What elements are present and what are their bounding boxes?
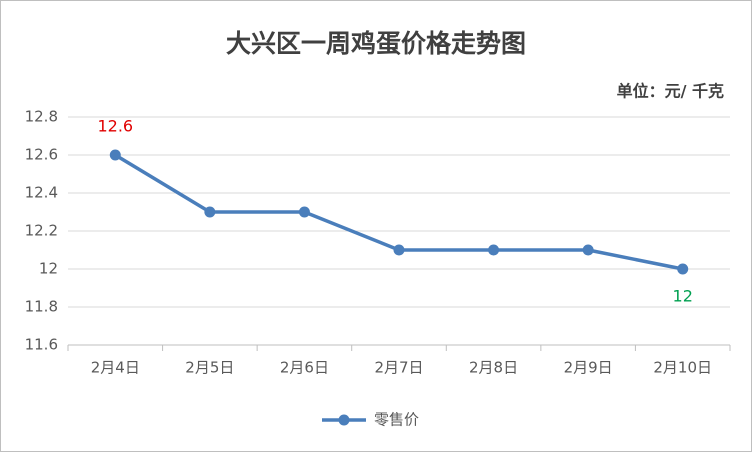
data-point — [298, 206, 310, 218]
data-label: 12 — [673, 287, 693, 306]
data-point — [582, 244, 594, 256]
y-tick-label: 12.6 — [25, 146, 58, 164]
y-tick-label: 11.8 — [25, 298, 58, 316]
data-label: 12.6 — [97, 117, 133, 136]
data-point — [488, 244, 500, 256]
x-tick-label: 2月4日 — [91, 359, 140, 377]
unit-label: 单位：元/ 千克 — [617, 82, 724, 101]
data-point — [109, 149, 121, 161]
data-point — [677, 263, 689, 275]
x-tick-label: 2月10日 — [653, 359, 712, 377]
y-tick-label: 12.4 — [25, 184, 58, 202]
x-tick-label: 2月6日 — [280, 359, 329, 377]
data-point — [204, 206, 216, 218]
y-tick-label: 12 — [39, 260, 58, 278]
legend-label: 零售价 — [374, 411, 419, 429]
y-tick-label: 12.8 — [25, 108, 58, 126]
x-tick-label: 2月8日 — [469, 359, 518, 377]
x-tick-label: 2月7日 — [374, 359, 423, 377]
x-tick-label: 2月5日 — [185, 359, 234, 377]
legend-marker — [338, 414, 350, 426]
data-point — [393, 244, 405, 256]
x-tick-label: 2月9日 — [564, 359, 613, 377]
y-tick-label: 12.2 — [25, 222, 58, 240]
y-tick-label: 11.6 — [25, 336, 58, 354]
chart-title: 大兴区一周鸡蛋价格走势图 — [226, 29, 526, 58]
